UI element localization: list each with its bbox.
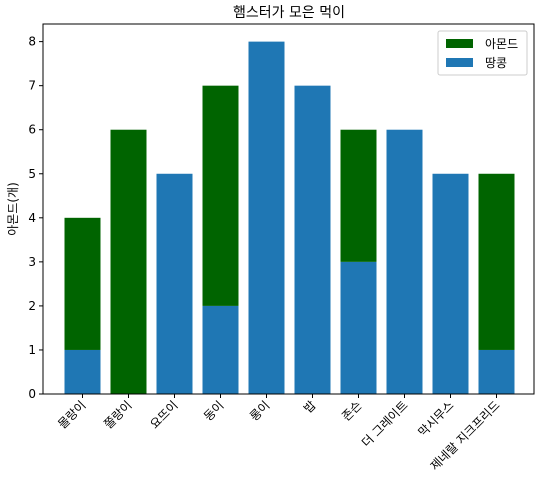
bar-peanut xyxy=(432,173,469,394)
x-tick-label: 동이 xyxy=(201,398,227,424)
y-tick-label: 5 xyxy=(28,167,36,181)
legend-label: 아몬드 xyxy=(485,37,518,51)
plot-frame xyxy=(42,23,535,395)
y-axis-label: 아몬드(개) xyxy=(6,182,20,236)
bar-peanut xyxy=(156,173,193,394)
x-tick-label: 밥 xyxy=(301,398,319,416)
legend-label: 땅콩 xyxy=(485,56,507,70)
bar-almond xyxy=(202,85,239,306)
x-tick-label: 몰랑이 xyxy=(55,398,88,431)
y-tick-label: 7 xyxy=(28,79,36,93)
x-tick-label: 막시무스 xyxy=(415,398,456,439)
legend-swatch xyxy=(446,39,473,48)
y-tick-label: 0 xyxy=(28,387,36,401)
bar-peanut xyxy=(248,41,285,394)
y-tick-label: 3 xyxy=(28,255,36,269)
bar-peanut xyxy=(340,261,377,394)
bar-peanut xyxy=(386,129,423,394)
x-tick-label: 요뜨이 xyxy=(147,398,180,431)
x-tick-label: 쫄랑이 xyxy=(101,398,134,431)
legend-swatch xyxy=(446,58,473,67)
x-tick-label: 롱이 xyxy=(247,398,273,424)
y-tick-label: 2 xyxy=(28,299,36,313)
bar-peanut xyxy=(478,349,515,394)
y-tick-label: 6 xyxy=(28,123,36,137)
y-tick-label: 8 xyxy=(28,35,36,49)
bars-layer xyxy=(64,41,515,395)
y-axis: 0 1 2 3 4 5 6 7 8 xyxy=(28,35,43,401)
bar-almond xyxy=(478,173,515,350)
bar-almond xyxy=(110,129,147,394)
bar-almond xyxy=(340,129,377,262)
bar-peanut xyxy=(202,305,239,394)
bar-peanut xyxy=(64,349,101,394)
x-tick-label: 존슨 xyxy=(339,398,365,424)
y-tick-label: 4 xyxy=(28,211,36,225)
bar-almond xyxy=(64,217,101,350)
bar-peanut xyxy=(294,85,331,395)
chart-title: 햄스터가 모은 먹이 xyxy=(233,5,345,21)
y-tick-label: 1 xyxy=(28,343,36,357)
x-tick-label: 더 그레이트 xyxy=(359,398,411,450)
